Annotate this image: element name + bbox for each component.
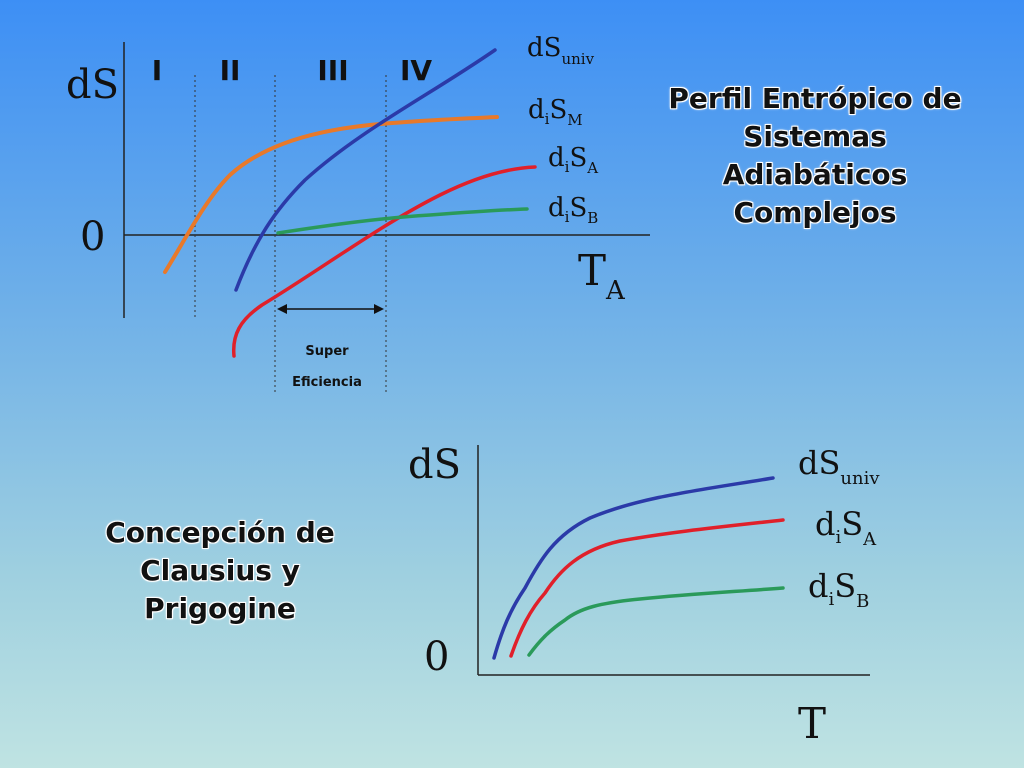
top-title-line-2: Sistemas [743, 120, 887, 153]
bottom-x-label: T [798, 699, 826, 748]
region-II: II [220, 54, 241, 87]
bottom-y-label: dS [408, 442, 461, 488]
region-III: III [317, 54, 348, 87]
bottom-title-line-3: Prigogine [144, 592, 296, 625]
curve-bottom-dSuniv [492, 476, 775, 660]
curve-top-dSA [231, 165, 537, 358]
top-diagram: Super Eficiencia dS 0 TA I II III IV dSu… [66, 33, 650, 395]
label-bottom-dSuniv: dSuniv [798, 444, 880, 489]
region-IV: IV [400, 54, 432, 87]
curve-bottom-dSB [527, 586, 785, 657]
bottom-diagram: dS 0 T dSuniv diSA diSB [408, 442, 880, 748]
top-title-line-4: Complejos [733, 196, 897, 229]
top-title-line-3: Adiabáticos [722, 158, 908, 191]
curve-top-dSuniv [234, 48, 497, 292]
region-I: I [152, 54, 162, 87]
bottom-zero-label: 0 [424, 634, 449, 680]
curve-bottom-dSA [509, 518, 785, 658]
label-bottom-dSA: diSA [815, 505, 877, 550]
label-top-dSB: diSB [548, 193, 598, 227]
curve-top-dSM [163, 115, 499, 274]
bottom-title: Concepción de Clausius y Prigogine [55, 514, 385, 628]
arrow-head-left [277, 304, 287, 314]
top-title-line-1: Perfil Entrópico de [668, 82, 962, 115]
top-zero-label: 0 [80, 214, 105, 260]
curve-top-dSB [276, 207, 529, 235]
label-top-dSA: diSA [548, 143, 598, 177]
eficiencia-label: Eficiencia [292, 375, 362, 390]
top-x-label: TA [578, 246, 626, 306]
top-title: Perfil Entrópico de Sistemas Adiabáticos… [640, 80, 990, 232]
super-label: Super [305, 344, 349, 359]
bottom-title-line-2: Clausius y [140, 554, 300, 587]
top-y-label: dS [66, 62, 119, 108]
label-top-dSM: diSM [528, 95, 583, 129]
bottom-title-line-1: Concepción de [105, 516, 335, 549]
arrow-head-right [374, 304, 384, 314]
label-bottom-dSB: diSB [808, 567, 869, 612]
label-top-dSuniv: dSuniv [527, 33, 595, 68]
